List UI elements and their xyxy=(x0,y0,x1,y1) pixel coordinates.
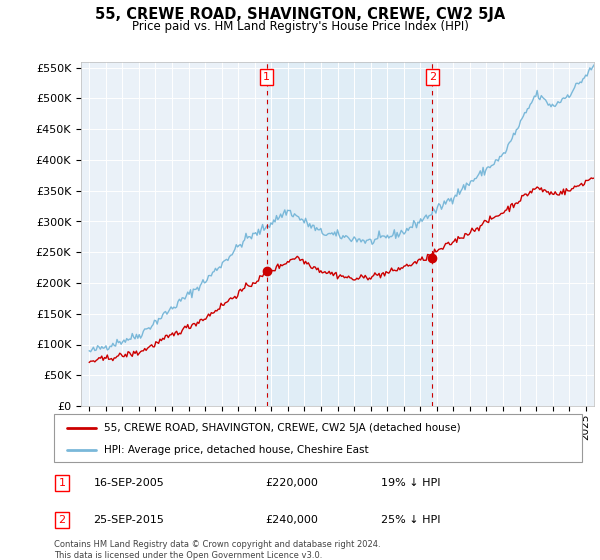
Text: Contains HM Land Registry data © Crown copyright and database right 2024.
This d: Contains HM Land Registry data © Crown c… xyxy=(54,540,380,560)
Text: £240,000: £240,000 xyxy=(265,515,318,525)
Text: 25-SEP-2015: 25-SEP-2015 xyxy=(94,515,164,525)
Text: 1: 1 xyxy=(58,478,65,488)
Text: 2: 2 xyxy=(429,72,436,82)
Text: 55, CREWE ROAD, SHAVINGTON, CREWE, CW2 5JA: 55, CREWE ROAD, SHAVINGTON, CREWE, CW2 5… xyxy=(95,7,505,22)
Text: 19% ↓ HPI: 19% ↓ HPI xyxy=(382,478,441,488)
Text: HPI: Average price, detached house, Cheshire East: HPI: Average price, detached house, Ches… xyxy=(104,445,369,455)
Text: 1: 1 xyxy=(263,72,270,82)
Text: Price paid vs. HM Land Registry's House Price Index (HPI): Price paid vs. HM Land Registry's House … xyxy=(131,20,469,32)
Text: £220,000: £220,000 xyxy=(265,478,318,488)
Text: 2: 2 xyxy=(58,515,65,525)
Text: 55, CREWE ROAD, SHAVINGTON, CREWE, CW2 5JA (detached house): 55, CREWE ROAD, SHAVINGTON, CREWE, CW2 5… xyxy=(104,423,461,433)
Text: 25% ↓ HPI: 25% ↓ HPI xyxy=(382,515,441,525)
Text: 16-SEP-2005: 16-SEP-2005 xyxy=(94,478,164,488)
Bar xyxy=(266,62,433,406)
